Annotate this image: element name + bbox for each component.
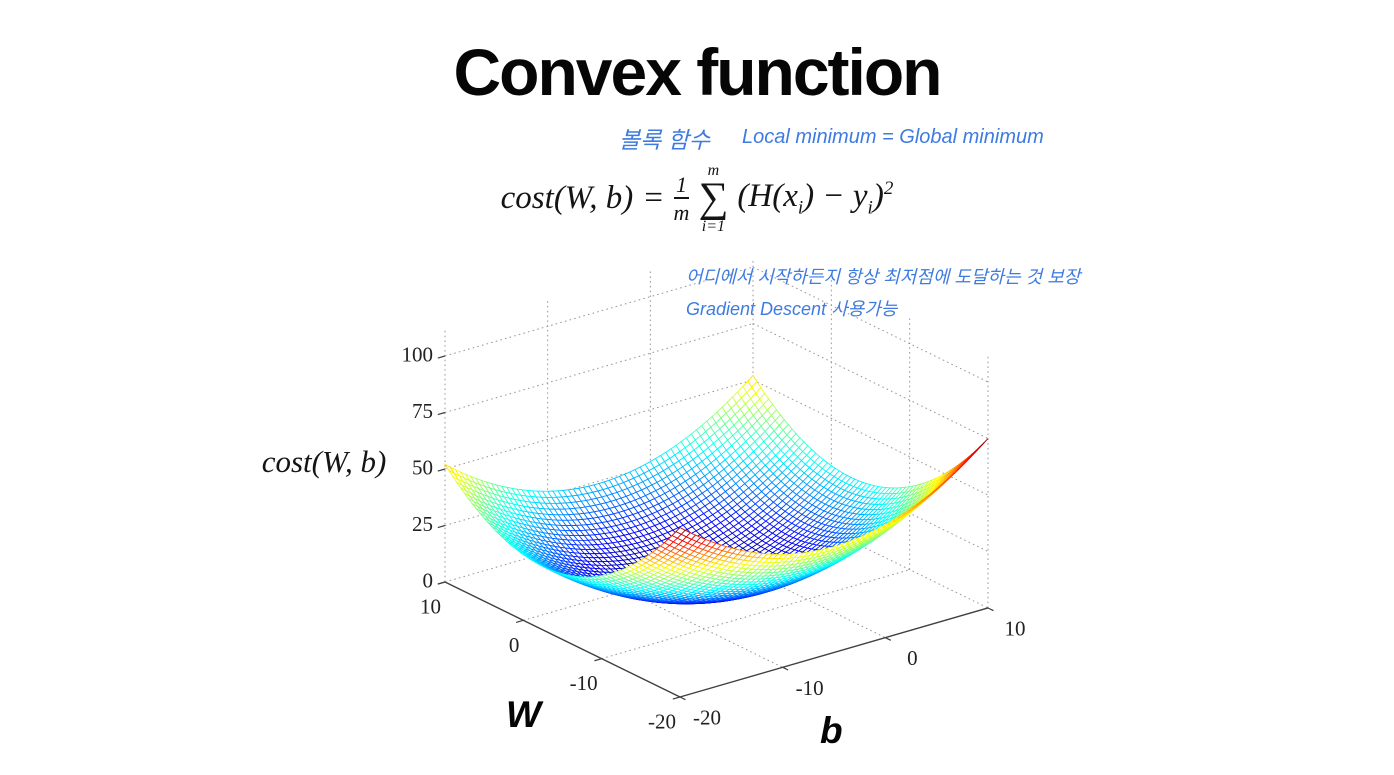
formula-fraction-numerator: 1 (675, 172, 687, 198)
formula-fraction-denominator: m (673, 200, 690, 226)
formula-sum: m ∑ i=1 (698, 163, 728, 235)
formula-sum-upper: m (707, 162, 720, 179)
slide-title: Convex function (453, 35, 942, 109)
x-axis-label: b (820, 710, 843, 751)
formula-term-sub2: i (867, 197, 873, 219)
formula-term-mid: ) − y (803, 178, 868, 215)
formula-term-power: 2 (883, 178, 894, 200)
sigma-icon: ∑ (698, 175, 729, 221)
handwritten-note-convex-kr: 볼록 함수 (619, 127, 711, 153)
formula-equals: = (642, 180, 665, 217)
formula-lhs: cost(W, b) (500, 180, 634, 217)
formula-term: (H(xi) − yi)2 (737, 178, 893, 220)
formula-term-h: (H(x (737, 178, 798, 215)
handwritten-note-local-global-minimum: Local minimum = Global minimum (742, 126, 1044, 148)
y-axis-label: W (506, 694, 541, 735)
formula-term-close: ) (872, 178, 884, 215)
surface-plot-canvas (300, 258, 1110, 775)
fraction-bar (673, 197, 690, 200)
formula-sum-lower: i=1 (701, 217, 726, 235)
formula-term-sub1: i (797, 197, 804, 219)
z-axis-label: cost(W, b) (261, 444, 387, 479)
